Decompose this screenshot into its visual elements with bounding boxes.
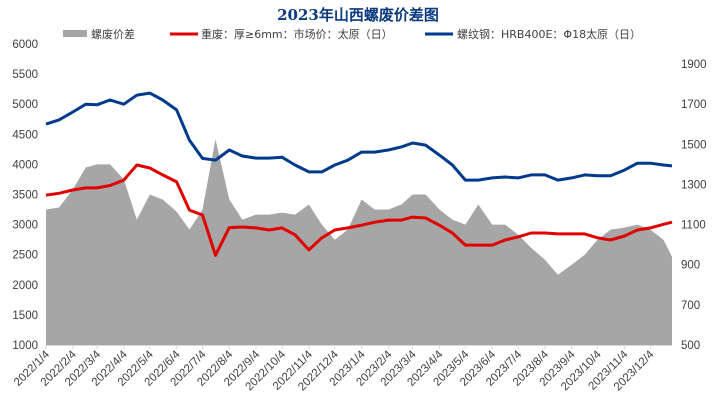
- y-left-tick-label: 3000: [12, 220, 38, 232]
- y-right-tick-label: 700: [681, 300, 700, 312]
- legend: 螺废价差 重废：厚≥6mm：市场价：太原（日） 螺纹钢：HRB400E：Φ18太…: [63, 27, 641, 41]
- y-right-tick-label: 1300: [681, 179, 707, 191]
- series-line-scrap: [45, 163, 673, 257]
- y-left-tick-label: 5500: [12, 69, 38, 81]
- legend-label-spread: 螺废价差: [91, 27, 135, 41]
- y-left-tick-label: 6000: [12, 39, 38, 51]
- y-right-tick-label: 1900: [681, 59, 707, 71]
- y-left-tick-label: 5000: [12, 99, 38, 111]
- chart-title: 2023年山西螺废价差图: [277, 6, 439, 24]
- y-left-tick-label: 4000: [12, 159, 38, 171]
- y-left-tick-label: 2000: [12, 280, 38, 292]
- y-right-tick-label: 1500: [681, 139, 707, 151]
- series-line-rebar: [45, 91, 673, 182]
- legend-swatch-spread: [63, 30, 87, 37]
- y-right-tick-label: 900: [681, 260, 700, 272]
- y-left-tick-label: 2500: [12, 250, 38, 262]
- y-right-tick-label: 1100: [681, 220, 706, 232]
- y-right-tick-label: 1700: [681, 99, 707, 111]
- y-left-tick-label: 1000: [12, 340, 38, 352]
- y-left-tick-label: 3500: [12, 190, 38, 202]
- legend-label-scrap: 重废：厚≥6mm：市场价：太原（日）: [201, 27, 393, 41]
- y-right-tick-label: 500: [681, 340, 700, 352]
- plot-area: [45, 91, 673, 345]
- series-area-spread: [46, 139, 672, 345]
- y-left-tick-label: 1500: [12, 310, 38, 322]
- legend-label-rebar: 螺纹钢：HRB400E：Φ18太原（日）: [457, 27, 641, 41]
- y-left-tick-label: 4500: [12, 129, 38, 141]
